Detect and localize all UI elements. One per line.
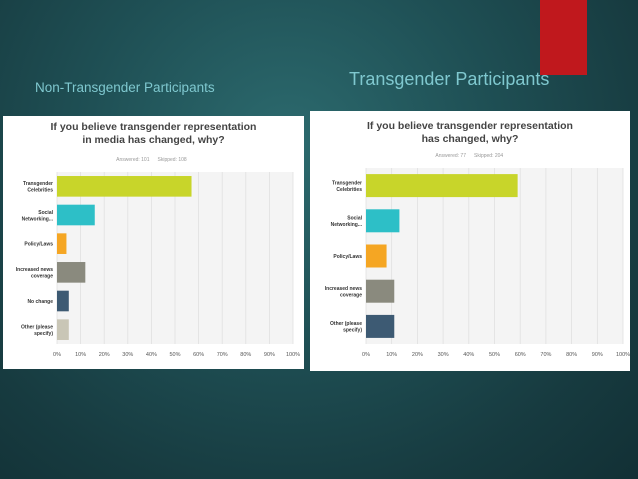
category-label: No change: [27, 299, 53, 305]
category-label: Transgender: [23, 181, 53, 187]
x-tick-label: 70%: [540, 352, 551, 358]
x-tick-label: 100%: [616, 352, 630, 358]
x-tick-label: 80%: [566, 352, 577, 358]
bar: [57, 204, 95, 226]
x-tick-label: 100%: [286, 352, 300, 358]
bar: [366, 174, 518, 198]
answered-count: Answered: 77: [435, 153, 466, 159]
x-tick-label: 90%: [592, 352, 603, 358]
bar: [366, 244, 387, 268]
bar: [366, 279, 395, 303]
bar: [366, 209, 400, 233]
chart-title-line: has changed, why?: [422, 133, 519, 145]
skipped-count: Skipped: 108: [158, 157, 187, 163]
category-label: Policy/Laws: [24, 242, 53, 248]
x-tick-label: 0%: [362, 352, 370, 358]
x-tick-label: 50%: [169, 352, 180, 358]
x-tick-label: 80%: [240, 352, 251, 358]
x-tick-label: 50%: [489, 352, 500, 358]
category-label: Increased news: [16, 267, 53, 273]
skipped-count: Skipped: 204: [474, 153, 503, 159]
category-label: Networking...: [22, 216, 54, 222]
bar: [57, 290, 69, 312]
right-caption: Transgender Participants: [349, 69, 550, 89]
x-tick-label: 20%: [99, 352, 110, 358]
bar-chart-non-transgender: If you believe transgender representatio…: [16, 121, 300, 358]
bar: [57, 233, 67, 254]
x-tick-label: 20%: [412, 352, 423, 358]
bar: [57, 176, 192, 197]
category-label: Networking...: [331, 222, 363, 228]
category-label: coverage: [340, 292, 362, 298]
category-label: Policy/Laws: [333, 254, 362, 260]
accent-tab: [540, 0, 587, 75]
chart-panel-transgender: If you believe transgender representatio…: [310, 111, 630, 371]
category-label: Social: [347, 216, 362, 222]
x-tick-label: 60%: [515, 352, 526, 358]
category-label: specify): [343, 328, 362, 334]
chart-title-line: If you believe transgender representatio…: [367, 120, 573, 132]
category-label: specify): [34, 331, 53, 337]
x-tick-label: 40%: [146, 352, 157, 358]
category-label: Celebrities: [27, 188, 53, 194]
x-tick-label: 10%: [386, 352, 397, 358]
left-caption: Non-Transgender Participants: [35, 80, 215, 95]
x-tick-label: 70%: [217, 352, 228, 358]
x-tick-label: 30%: [122, 352, 133, 358]
bar: [366, 314, 395, 338]
category-label: Transgender: [332, 180, 362, 186]
chart-title-line: If you believe transgender representatio…: [51, 121, 257, 133]
x-tick-label: 90%: [264, 352, 275, 358]
chart-panel-non-transgender: If you believe transgender representatio…: [3, 116, 304, 369]
x-tick-label: 0%: [53, 352, 61, 358]
bar-chart-transgender: If you believe transgender representatio…: [325, 120, 630, 358]
x-tick-label: 10%: [75, 352, 86, 358]
x-tick-label: 40%: [463, 352, 474, 358]
category-label: Celebrities: [336, 187, 362, 193]
x-tick-label: 60%: [193, 352, 204, 358]
bar: [57, 262, 86, 283]
chart-title-line: in media has changed, why?: [82, 134, 224, 146]
category-label: coverage: [31, 274, 53, 280]
category-label: Increased news: [325, 286, 362, 292]
category-label: Other (please: [21, 324, 53, 330]
category-label: Other (please: [330, 321, 362, 327]
x-tick-label: 30%: [438, 352, 449, 358]
answered-count: Answered: 101: [116, 157, 150, 163]
bar: [57, 319, 69, 340]
category-label: Social: [38, 210, 53, 216]
